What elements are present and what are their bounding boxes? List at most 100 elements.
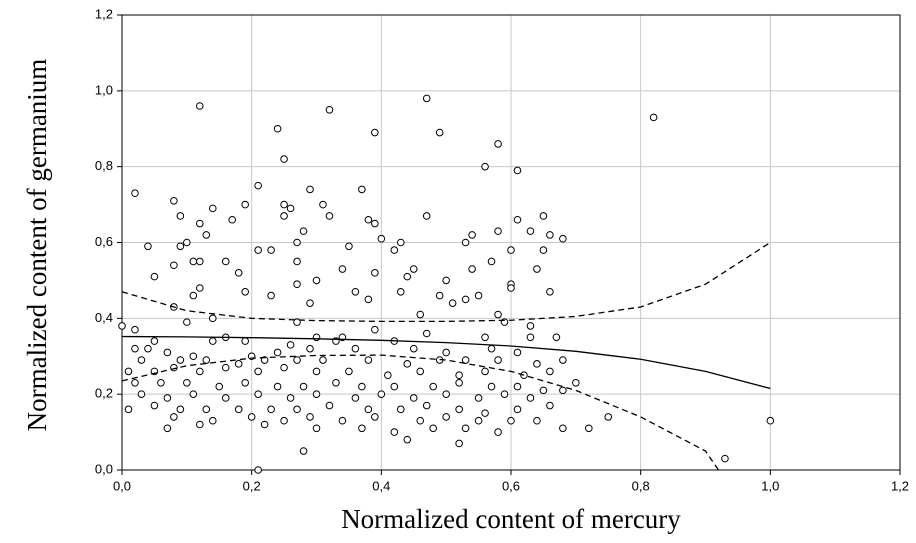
data-point — [234, 269, 243, 277]
data-point — [468, 231, 476, 239]
data-point — [507, 246, 515, 254]
data-point — [312, 333, 321, 342]
data-point — [422, 401, 431, 410]
data-point — [487, 257, 496, 266]
data-point — [176, 242, 185, 251]
data-point — [416, 416, 425, 425]
data-point — [254, 367, 262, 376]
data-point — [422, 329, 431, 338]
data-point — [649, 113, 658, 122]
data-point — [455, 371, 463, 380]
data-point — [293, 405, 301, 414]
data-point — [183, 238, 191, 247]
data-point — [403, 272, 412, 281]
data-point — [241, 200, 249, 209]
data-point — [196, 284, 204, 292]
data-point — [176, 405, 185, 414]
data-point — [131, 344, 139, 353]
data-point — [176, 212, 185, 220]
data-point — [513, 382, 522, 391]
data-point — [260, 420, 269, 429]
data-point — [455, 405, 463, 414]
data-point — [481, 162, 489, 171]
data-point — [409, 265, 418, 273]
data-point — [170, 196, 178, 205]
data-point — [163, 348, 172, 357]
data-point — [202, 356, 211, 364]
data-point — [131, 189, 139, 198]
data-point — [461, 295, 470, 304]
data-point — [364, 215, 373, 224]
data-point — [221, 257, 230, 266]
data-point — [572, 378, 580, 387]
data-point — [481, 367, 489, 376]
y-tick-label: 0,4 — [95, 310, 113, 325]
data-point — [196, 102, 204, 110]
data-point — [208, 314, 217, 323]
data-point — [189, 291, 198, 300]
data-point — [208, 416, 217, 425]
data-point — [267, 291, 275, 300]
data-point — [481, 333, 489, 342]
y-tick-label: 1,0 — [95, 82, 113, 97]
data-point — [241, 287, 249, 296]
data-point — [429, 424, 438, 433]
data-point — [500, 390, 509, 398]
x-axis-title: Normalized content of mercury — [341, 504, 681, 534]
y-axis-title: Normalized content of germanium — [22, 59, 52, 432]
data-point — [150, 272, 159, 281]
data-point — [351, 287, 360, 296]
data-point — [487, 382, 496, 391]
data-point — [409, 394, 418, 402]
data-point — [552, 333, 561, 342]
data-point — [241, 337, 249, 345]
data-point — [325, 212, 334, 220]
data-point — [507, 416, 515, 425]
data-point — [364, 405, 373, 414]
data-point — [306, 185, 314, 194]
data-point — [533, 416, 541, 425]
data-point — [345, 242, 353, 251]
data-point — [241, 378, 249, 387]
data-point — [390, 246, 399, 254]
data-point — [455, 378, 463, 387]
data-point — [254, 246, 262, 254]
data-point — [474, 416, 483, 425]
data-point — [435, 128, 444, 137]
data-point — [170, 261, 178, 270]
data-point — [189, 352, 198, 361]
data-point — [435, 291, 444, 300]
data-point — [215, 382, 224, 391]
data-point — [306, 413, 314, 421]
data-point — [409, 344, 418, 353]
data-point — [559, 234, 567, 243]
data-point — [273, 382, 282, 391]
data-point — [358, 185, 366, 194]
data-point — [176, 356, 185, 364]
data-point — [299, 382, 308, 391]
data-point — [306, 344, 314, 353]
data-point — [137, 356, 146, 364]
data-point — [196, 367, 204, 376]
data-point — [299, 447, 308, 455]
data-point — [461, 238, 470, 247]
data-point — [377, 234, 386, 243]
confidence-band — [121, 241, 771, 323]
data-point — [267, 405, 275, 414]
data-point — [539, 212, 548, 220]
x-tick-label: 0,2 — [243, 478, 261, 493]
data-point — [150, 401, 159, 410]
data-point — [442, 348, 450, 357]
data-point — [533, 360, 541, 368]
data-point — [254, 181, 262, 190]
data-point — [384, 371, 392, 380]
data-point — [338, 265, 347, 273]
data-point — [293, 318, 301, 326]
data-point — [396, 287, 405, 296]
data-point — [183, 378, 191, 387]
data-point — [273, 348, 282, 357]
data-point — [293, 238, 301, 247]
data-point — [189, 390, 198, 398]
data-point — [286, 204, 295, 213]
data-point — [306, 299, 314, 307]
